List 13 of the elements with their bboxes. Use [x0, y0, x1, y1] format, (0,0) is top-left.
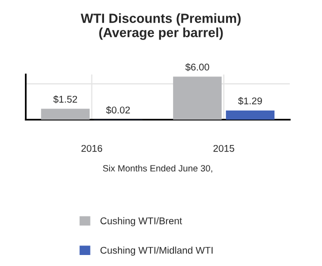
legend-label: Cushing WTI/Midland WTI [100, 246, 213, 256]
legend-label: Cushing WTI/Brent [100, 217, 182, 226]
x-axis-title: Six Months Ended June 30, [102, 164, 212, 173]
x-tick-label: 2016 [81, 144, 102, 152]
x-tick-label: 2015 [213, 144, 234, 152]
bar [226, 110, 274, 120]
data-label: $1.52 [53, 95, 78, 104]
data-label: $1.29 [238, 97, 262, 105]
bar [173, 76, 222, 120]
chart-title: WTI Discounts (Premium) (Average per barrel) [80, 13, 241, 40]
data-label: $0.02 [106, 106, 130, 114]
data-label: $6.00 [185, 63, 210, 72]
bar [41, 108, 90, 120]
